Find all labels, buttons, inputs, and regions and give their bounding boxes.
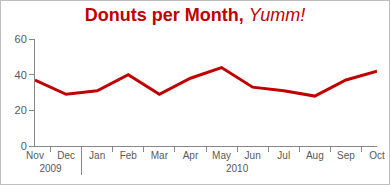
svg-text:Mar: Mar [151,150,169,161]
svg-text:Apr: Apr [183,150,199,161]
svg-text:Aug: Aug [306,150,324,161]
svg-text:Jul: Jul [277,150,290,161]
svg-text:Nov: Nov [26,150,44,161]
svg-text:0: 0 [21,140,27,152]
svg-text:60: 60 [15,33,27,45]
svg-text:Sep: Sep [337,150,355,161]
svg-text:Feb: Feb [120,150,138,161]
svg-text:20: 20 [15,104,27,116]
svg-text:Donuts per Month, Yumm!: Donuts per Month, Yumm! [85,5,305,25]
svg-text:Dec: Dec [57,150,75,161]
svg-text:May: May [212,150,231,161]
svg-text:Oct: Oct [369,150,385,161]
svg-text:Jun: Jun [245,150,261,161]
svg-text:2010: 2010 [226,163,249,174]
svg-text:Jan: Jan [89,150,105,161]
svg-text:2009: 2009 [39,163,62,174]
svg-text:40: 40 [15,69,27,81]
